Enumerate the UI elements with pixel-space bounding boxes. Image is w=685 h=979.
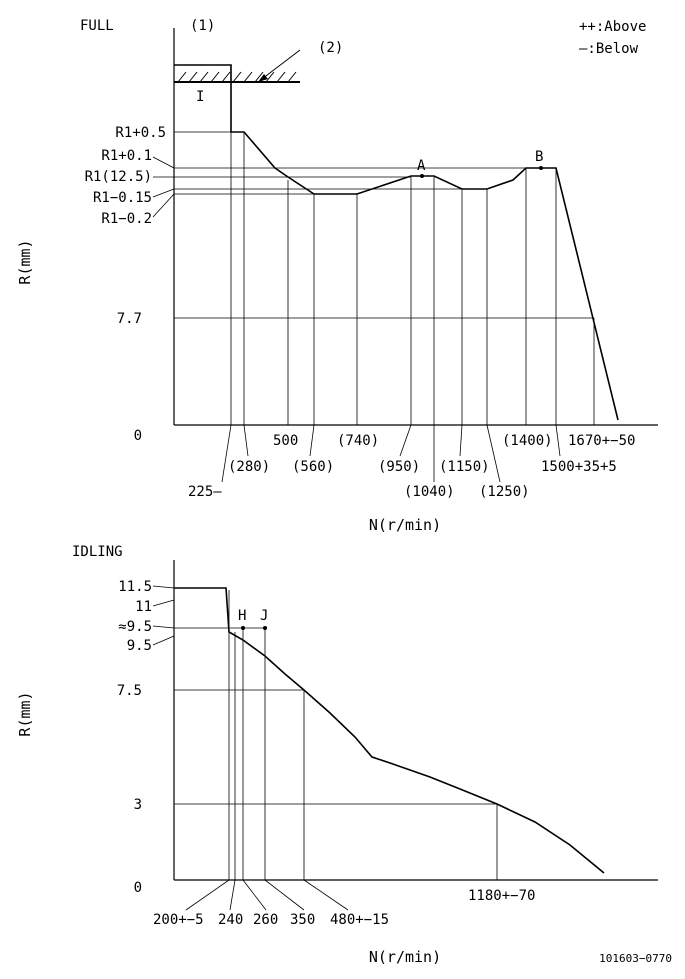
full-xlabel-500: 500 [273,433,298,449]
full-xlabel-280: (280) [228,459,270,475]
full-y-labels: R1+0.5 R1+0.1 R1(12.5) R1−0.15 R1−0.2 7.… [85,125,166,444]
full-xlabel-1150: (1150) [439,459,490,475]
full-ylabel-r1-plus-05: R1+0.5 [115,125,166,141]
legend-above: ++:Above [579,19,646,35]
full-y-leaders [152,156,175,218]
idling-y-axis-label: R(mm) [16,691,34,736]
full-ylabel-77: 7.7 [117,311,142,327]
full-stop-mark: I [196,89,204,105]
idling-curve [174,587,605,874]
full-chart: FULL (1) (2) ++:Above —:Below I [16,18,658,534]
full-curve [174,64,619,421]
idling-xlabel-480: 480+−15 [330,912,389,928]
full-ylabel-r1-minus-02: R1−0.2 [101,211,152,227]
full-xlabel-560: (560) [292,459,334,475]
full-ylabel-r1-minus-015: R1−0.15 [93,190,152,206]
full-ylabel-0: 0 [134,428,142,444]
idling-xlabel-350: 350 [290,912,315,928]
idling-ylabel-95: 9.5 [127,638,152,654]
full-stopper-hatch [174,49,301,83]
full-ref-lines [174,131,594,319]
full-ylabel-r1-plus-01: R1+0.1 [101,148,152,164]
full-xlabel-950: (950) [378,459,420,475]
ref-1: (1) [190,18,215,34]
full-xlabel-1500: 1500+35+5 [541,459,617,475]
full-xlabel-1400: (1400) [502,433,553,449]
idling-xlabel-1180: 1180+−70 [468,888,535,904]
full-ylabel-r1: R1(12.5) [85,169,152,185]
legend-below: —:Below [579,41,639,57]
idling-xlabel-260: 260 [253,912,278,928]
idling-chart: IDLING H J 11.5 11 ≈9.5 [16,544,658,966]
point-j-label: J [260,608,268,624]
full-title: FULL [80,18,114,34]
idling-x-leaders [185,879,349,911]
idling-ylabel-75: 7.5 [117,683,142,699]
point-h-dot [241,626,245,630]
idling-ref-lines [174,627,497,805]
full-xlabel-740: (740) [337,433,379,449]
full-x-labels: 225— (280) 500 (560) (740) (950) (1040) … [188,433,635,500]
point-b-dot [539,166,543,170]
full-xlabel-1040: (1040) [404,484,455,500]
idling-ylabel-3: 3 [134,797,142,813]
point-a-dot [420,174,424,178]
full-xlabel-1670: 1670+−50 [568,433,635,449]
point-j-dot [263,626,267,630]
idling-y-leaders [152,585,175,646]
idling-y-labels: 11.5 11 ≈9.5 9.5 7.5 3 0 [117,579,152,896]
ref-2: (2) [318,40,343,56]
idling-xlabel-240: 240 [218,912,243,928]
document-number: 101603−0770 [599,952,672,965]
point-a-label: A [417,158,426,174]
idling-xlabel-200: 200+−5 [153,912,204,928]
idling-x-labels: 200+−5 240 260 350 480+−15 1180+−70 [153,888,535,928]
idling-ylabel-0: 0 [134,880,142,896]
idling-ylabel-115: 11.5 [118,579,152,595]
idling-ylabel-approx-95: ≈9.5 [118,619,152,635]
full-x-leaders [221,424,561,483]
full-y-axis-label: R(mm) [16,239,34,284]
point-b-label: B [535,149,543,165]
idling-title: IDLING [72,544,123,560]
idling-ylabel-11: 11 [135,599,152,615]
full-vert-lines [230,132,595,425]
point-h-label: H [238,608,246,624]
idling-x-axis-label: N(r/min) [369,948,441,966]
full-xlabel-225: 225— [188,484,222,500]
idling-vert-lines [228,590,498,880]
full-xlabel-1250: (1250) [479,484,530,500]
full-x-axis-label: N(r/min) [369,516,441,534]
